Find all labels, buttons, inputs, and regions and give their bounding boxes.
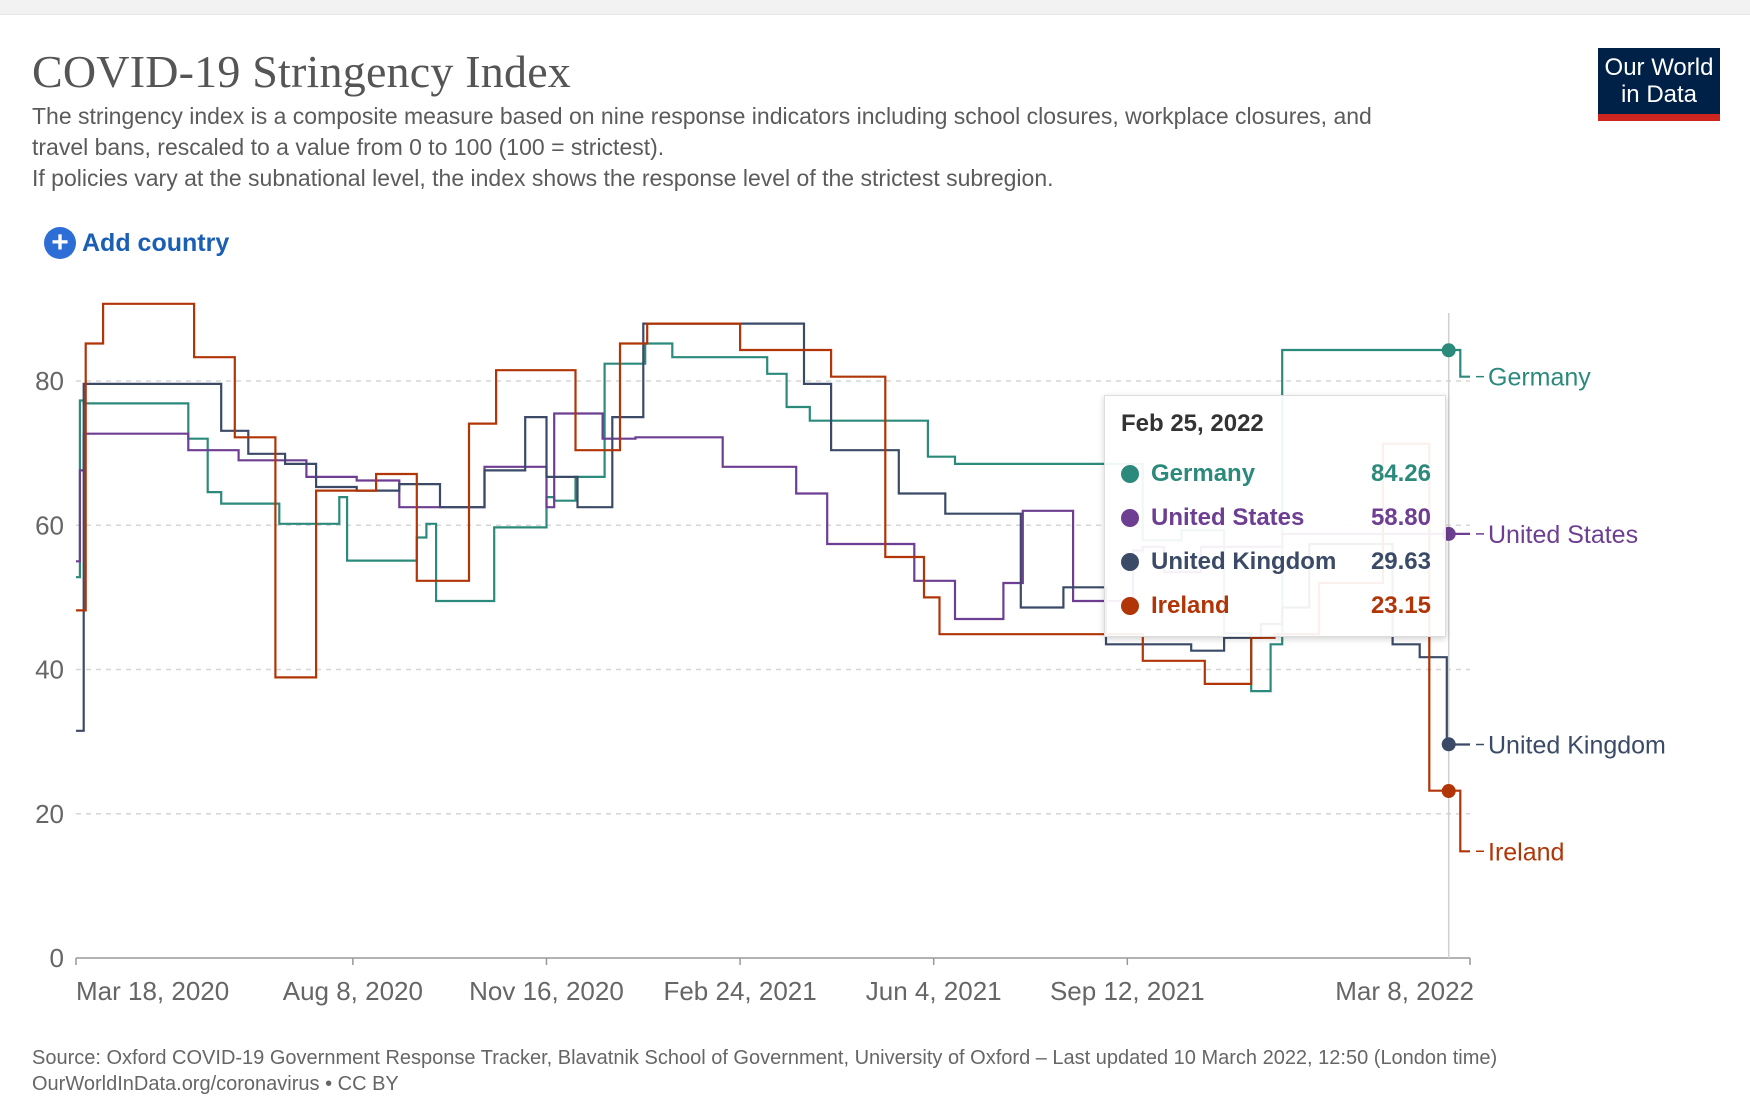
add-country-button[interactable]: + Add country bbox=[44, 227, 229, 259]
series-dot-icon bbox=[1121, 553, 1139, 571]
end-label: United States bbox=[1488, 521, 1638, 549]
tooltip-row: Ireland 23.15 bbox=[1121, 584, 1431, 628]
add-country-label: Add country bbox=[82, 228, 230, 257]
logo-accent-bar bbox=[1598, 114, 1720, 121]
y-tick-label: 0 bbox=[50, 943, 64, 973]
tooltip-series-value: 84.26 bbox=[1370, 460, 1431, 487]
x-tick-label: Mar 18, 2020 bbox=[76, 976, 229, 1006]
x-tick-label: Sep 12, 2021 bbox=[1050, 976, 1205, 1006]
subtitle-line: If policies vary at the subnational leve… bbox=[32, 165, 1054, 191]
subtitle-line: The stringency index is a composite meas… bbox=[32, 103, 1372, 129]
tooltip-row: United States 58.80 bbox=[1121, 496, 1431, 540]
tooltip-series-name: Germany bbox=[1151, 460, 1256, 487]
owid-logo[interactable]: Our World in Data bbox=[1598, 48, 1720, 121]
line-chart[interactable]: 0 20 40 60 80 Mar 18, 2020 Aug 8, 2020 Nov 16, … bbox=[0, 15, 1750, 1109]
y-tick-label: 40 bbox=[35, 655, 64, 685]
series-dot-icon bbox=[1121, 465, 1139, 483]
tooltip-series-value: 29.63 bbox=[1370, 548, 1431, 575]
logo-line: Our World bbox=[1604, 54, 1714, 81]
tooltip-series-name: United Kingdom bbox=[1151, 548, 1337, 575]
y-tick-label: 80 bbox=[35, 366, 64, 396]
tooltip-series-name: Ireland bbox=[1151, 592, 1230, 619]
tooltip-series-value: 23.15 bbox=[1370, 592, 1431, 619]
tooltip-series-value: 58.80 bbox=[1370, 504, 1431, 531]
subtitle-line: travel bans, rescaled to a value from 0 … bbox=[32, 134, 665, 160]
tooltip-series-name: United States bbox=[1151, 504, 1305, 531]
source-text: Source: Oxford COVID-19 Government Respo… bbox=[32, 1047, 1498, 1069]
x-tick-label: Mar 8, 2022 bbox=[1335, 976, 1474, 1006]
end-label: United Kingdom bbox=[1488, 732, 1666, 760]
y-tick-label: 20 bbox=[35, 799, 64, 829]
series-dot-icon bbox=[1121, 509, 1139, 527]
x-tick-label: Jun 4, 2021 bbox=[866, 976, 1002, 1006]
series-dot-icon bbox=[1121, 597, 1139, 615]
chart-card: COVID-19 Stringency Index The stringency… bbox=[0, 14, 1750, 1109]
site-link[interactable]: OurWorldInData.org/coronavirus • CC BY bbox=[32, 1073, 399, 1095]
logo-line: in Data bbox=[1620, 81, 1698, 108]
plus-circle-icon: + bbox=[44, 227, 76, 259]
tooltip-row: Germany 84.26 bbox=[1121, 452, 1431, 496]
chart-subtitle: The stringency index is a composite meas… bbox=[32, 101, 1482, 194]
source-note: Source: Oxford COVID-19 Government Respo… bbox=[32, 1045, 1732, 1097]
end-label: Germany bbox=[1488, 364, 1591, 392]
end-label: Ireland bbox=[1488, 838, 1564, 866]
hover-point-germany bbox=[1441, 343, 1456, 358]
hover-tooltip: Feb 25, 2022 Germany 84.26 United States… bbox=[1104, 395, 1446, 637]
x-tick-label: Feb 24, 2021 bbox=[663, 976, 816, 1006]
hover-point-united-kingdom bbox=[1441, 737, 1456, 752]
x-tick-label: Aug 8, 2020 bbox=[283, 976, 423, 1006]
hover-point-ireland bbox=[1441, 784, 1456, 799]
y-tick-label: 60 bbox=[35, 510, 64, 540]
tooltip-date: Feb 25, 2022 bbox=[1121, 410, 1264, 437]
tooltip-row: United Kingdom 29.63 bbox=[1121, 540, 1431, 584]
chart-title: COVID-19 Stringency Index bbox=[32, 46, 572, 97]
x-tick-label: Nov 16, 2020 bbox=[469, 976, 624, 1006]
